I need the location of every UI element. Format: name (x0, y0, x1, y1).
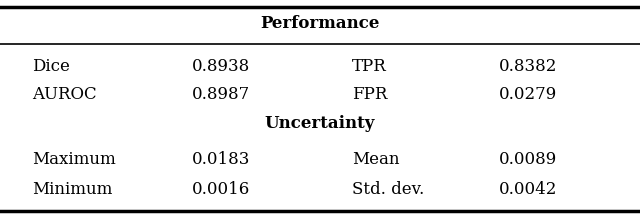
Text: Performance: Performance (260, 15, 380, 32)
Text: FPR: FPR (352, 86, 387, 103)
Text: Maximum: Maximum (32, 151, 116, 168)
Text: Uncertainty: Uncertainty (265, 115, 375, 132)
Text: Mean: Mean (352, 151, 399, 168)
Text: 0.0042: 0.0042 (499, 181, 557, 198)
Text: TPR: TPR (352, 58, 387, 75)
Text: 0.0183: 0.0183 (192, 151, 250, 168)
Text: 0.8382: 0.8382 (499, 58, 557, 75)
Text: 0.0089: 0.0089 (499, 151, 557, 168)
Text: 0.8987: 0.8987 (192, 86, 250, 103)
Text: 0.0279: 0.0279 (499, 86, 557, 103)
Text: Minimum: Minimum (32, 181, 113, 198)
Text: Dice: Dice (32, 58, 70, 75)
Text: 0.8938: 0.8938 (192, 58, 250, 75)
Text: AUROC: AUROC (32, 86, 97, 103)
Text: 0.0016: 0.0016 (192, 181, 250, 198)
Text: Std. dev.: Std. dev. (352, 181, 424, 198)
